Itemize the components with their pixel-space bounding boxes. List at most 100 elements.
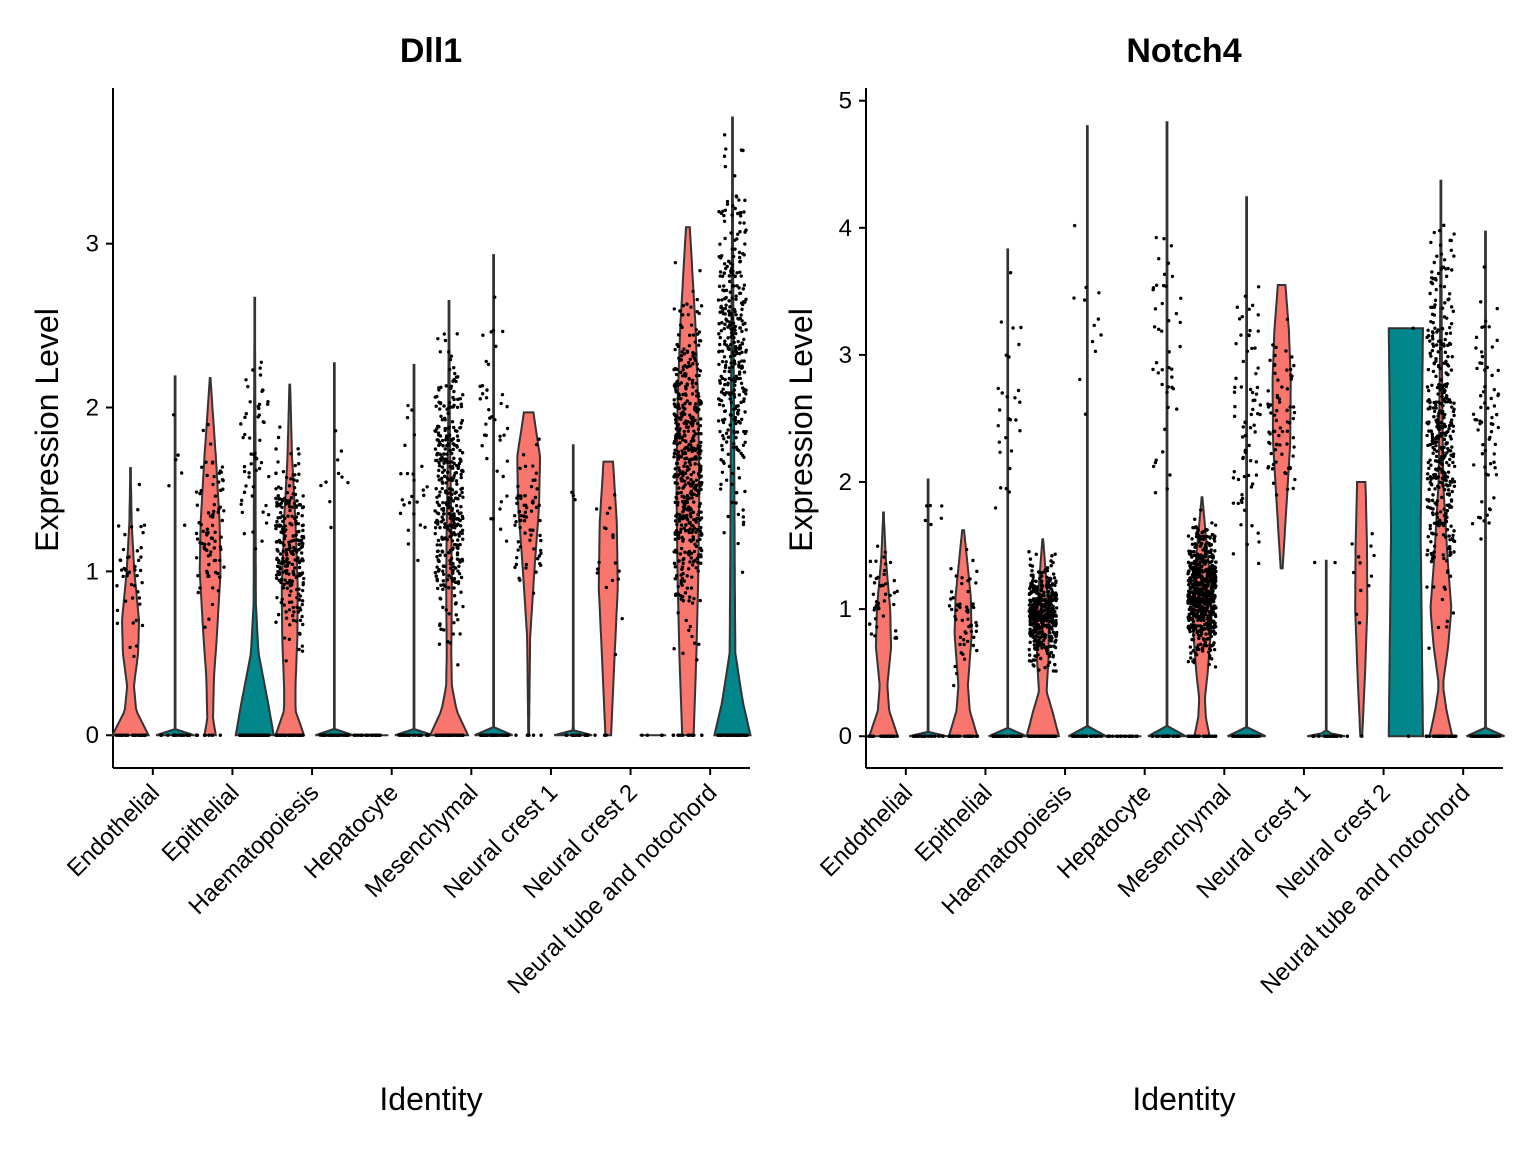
data-point bbox=[281, 556, 285, 560]
data-point bbox=[1432, 544, 1437, 548]
data-point bbox=[458, 448, 462, 453]
data-point bbox=[444, 481, 448, 485]
data-point bbox=[1009, 449, 1014, 453]
data-point bbox=[1190, 617, 1195, 622]
data-point bbox=[1049, 559, 1053, 563]
data-point bbox=[1273, 353, 1277, 358]
data-point bbox=[740, 570, 745, 574]
data-point bbox=[1289, 377, 1293, 381]
data-point bbox=[1213, 734, 1218, 738]
data-point bbox=[719, 256, 723, 260]
data-point bbox=[690, 530, 694, 535]
data-point bbox=[1438, 383, 1442, 388]
data-point bbox=[143, 733, 148, 737]
data-point bbox=[406, 542, 411, 546]
data-point bbox=[620, 616, 624, 621]
data-point bbox=[459, 458, 463, 463]
data-point bbox=[683, 591, 688, 595]
data-point bbox=[1432, 361, 1437, 366]
data-point bbox=[698, 469, 702, 474]
data-point bbox=[683, 392, 688, 396]
data-point bbox=[675, 442, 679, 447]
data-point bbox=[124, 733, 128, 737]
data-point bbox=[265, 402, 270, 406]
data-point bbox=[1429, 240, 1433, 245]
data-point bbox=[346, 480, 350, 485]
data-point bbox=[678, 552, 683, 556]
data-point bbox=[700, 480, 704, 485]
data-point bbox=[1452, 464, 1457, 469]
data-point bbox=[451, 546, 455, 550]
data-point bbox=[242, 469, 247, 474]
data-point bbox=[179, 733, 184, 737]
data-point bbox=[339, 449, 344, 453]
data-point bbox=[399, 733, 403, 737]
data-point bbox=[1442, 487, 1447, 492]
data-point bbox=[672, 550, 676, 554]
data-point bbox=[441, 564, 446, 568]
data-point bbox=[425, 733, 430, 737]
data-point bbox=[116, 733, 121, 737]
data-point bbox=[1029, 583, 1033, 587]
data-point bbox=[291, 605, 296, 610]
data-point bbox=[1165, 390, 1169, 394]
data-point bbox=[686, 567, 691, 571]
data-point bbox=[730, 322, 734, 326]
data-point bbox=[698, 369, 703, 373]
data-point bbox=[1029, 606, 1033, 611]
data-point bbox=[1210, 586, 1214, 590]
data-point bbox=[1439, 252, 1444, 256]
data-point bbox=[698, 598, 702, 603]
data-point bbox=[453, 471, 457, 475]
data-point bbox=[683, 456, 687, 461]
data-point bbox=[593, 733, 597, 737]
data-point bbox=[123, 532, 127, 537]
data-point bbox=[735, 284, 739, 288]
data-point bbox=[295, 605, 299, 609]
data-point bbox=[456, 397, 460, 402]
data-point bbox=[1285, 408, 1289, 413]
data-point bbox=[693, 340, 697, 344]
data-point bbox=[1153, 491, 1158, 495]
data-point bbox=[518, 525, 522, 530]
data-point bbox=[1429, 551, 1433, 556]
data-point bbox=[1197, 540, 1201, 544]
data-point bbox=[1193, 626, 1198, 631]
data-point bbox=[1437, 523, 1441, 528]
data-point bbox=[252, 452, 256, 457]
data-point bbox=[699, 525, 703, 530]
data-point bbox=[698, 456, 702, 460]
data-point bbox=[442, 628, 446, 632]
data-point bbox=[689, 489, 694, 494]
data-point bbox=[300, 514, 304, 518]
data-point bbox=[871, 592, 876, 596]
data-point bbox=[1049, 587, 1054, 591]
data-point bbox=[971, 605, 976, 610]
data-point bbox=[1485, 365, 1490, 370]
data-point bbox=[1208, 734, 1212, 738]
data-point bbox=[209, 550, 213, 554]
data-point bbox=[740, 359, 744, 363]
data-point bbox=[1441, 457, 1445, 461]
data-point bbox=[672, 646, 676, 651]
data-point bbox=[1430, 483, 1434, 487]
data-point bbox=[683, 401, 687, 406]
violin-hepatocyte-teal bbox=[1147, 121, 1187, 738]
data-point bbox=[302, 576, 306, 581]
data-point bbox=[678, 471, 683, 476]
data-point bbox=[459, 472, 463, 477]
data-point bbox=[264, 521, 269, 525]
data-point bbox=[693, 358, 698, 363]
data-point bbox=[674, 495, 678, 500]
data-point bbox=[672, 402, 676, 406]
data-point bbox=[284, 475, 289, 480]
data-point bbox=[1205, 584, 1209, 588]
data-point bbox=[1154, 361, 1159, 365]
data-point bbox=[1440, 454, 1444, 459]
data-point bbox=[734, 501, 738, 505]
data-point bbox=[681, 651, 685, 656]
data-point bbox=[301, 534, 306, 539]
data-point bbox=[516, 484, 520, 489]
data-point bbox=[217, 480, 221, 484]
data-point bbox=[681, 472, 686, 477]
